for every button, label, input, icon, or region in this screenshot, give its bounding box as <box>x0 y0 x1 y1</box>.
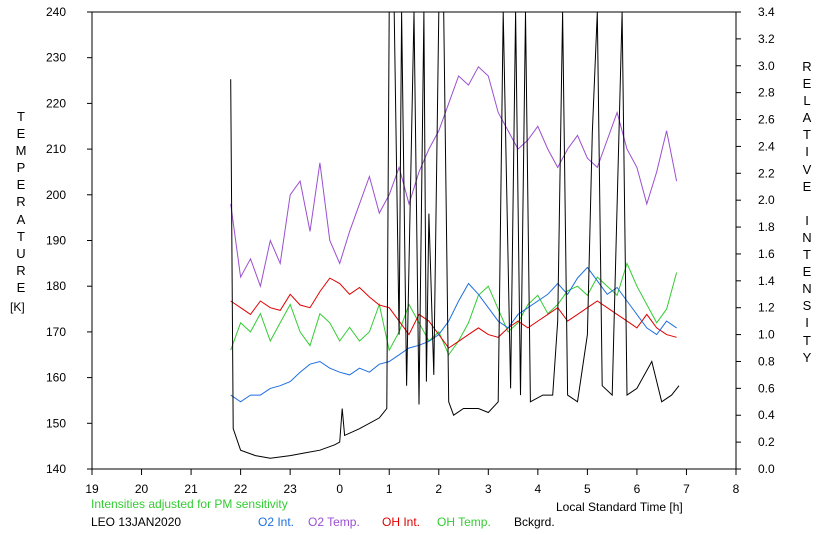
y-right-tick-label: 1.6 <box>758 247 775 261</box>
axis-label-letter: I <box>805 315 809 331</box>
axis-label-letter: E <box>16 177 26 193</box>
legend-oh-temp: OH Temp. <box>437 515 491 529</box>
x-tick-label: 2 <box>435 482 442 496</box>
axis-label-letter: R <box>16 194 26 210</box>
y-right-tick-label: 1.8 <box>758 220 775 234</box>
series-line-o2-temp- <box>230 65 678 289</box>
y-right-tick-label: 2.4 <box>758 139 775 153</box>
series-line-bckgrd- <box>230 11 680 459</box>
x-tick-label: 3 <box>485 482 492 496</box>
y-left-tick-label: 170 <box>46 325 66 339</box>
axis-label-letter: R <box>16 262 26 278</box>
x-tick-label: 0 <box>336 482 343 496</box>
axis-label-letter: A <box>16 211 26 227</box>
axis-label-letter: E <box>16 126 26 142</box>
axis-label-letter: U <box>16 245 26 261</box>
y-right-tick-label: 0.4 <box>758 408 775 422</box>
y-left-tick-label: 160 <box>46 371 66 385</box>
axis-label-letter: E <box>802 178 812 194</box>
y-right-tick-label: 0.8 <box>758 354 775 368</box>
y-right-tick-label: 0.6 <box>758 381 775 395</box>
axis-label-letter: P <box>16 160 26 176</box>
y-right-tick-label: 2.0 <box>758 193 775 207</box>
x-tick-label: 22 <box>234 482 248 496</box>
axis-label-letter: N <box>802 229 812 245</box>
legend-bckgrd: Bckgrd. <box>514 515 555 529</box>
x-tick-label: 6 <box>634 482 641 496</box>
axis-label-letter: S <box>802 298 812 314</box>
x-tick-label: 19 <box>85 482 99 496</box>
axis-label-letter: T <box>803 247 811 263</box>
axis-label-letter: Y <box>802 349 812 365</box>
y-right-tick-label: 2.6 <box>758 113 775 127</box>
x-tick-label: 21 <box>184 482 198 496</box>
x-axis-label: Local Standard Time [h] <box>556 500 683 514</box>
axis-label-letter: I <box>805 212 809 228</box>
y-left-tick-label: 200 <box>46 188 66 202</box>
axis-label-letter: E <box>802 76 812 92</box>
y-right-tick-label: 2.8 <box>758 86 775 100</box>
axis-label-letter: N <box>802 281 812 297</box>
y-right-tick-label: 3.4 <box>758 5 775 19</box>
y-right-tick-label: 1.4 <box>758 274 775 288</box>
axis-label-letter: V <box>802 161 812 177</box>
station-date: LEO 13JAN2020 <box>91 515 182 529</box>
y-left-tick-label: 180 <box>46 279 66 293</box>
axis-label-letter: T <box>803 332 811 348</box>
series-line-oh-temp- <box>230 261 678 356</box>
y-axis-left-unit: [K] <box>10 300 25 314</box>
y-right-tick-label: 1.0 <box>758 328 775 342</box>
y-right-tick-label: 1.2 <box>758 301 775 315</box>
y-left-tick-label: 150 <box>46 416 66 430</box>
x-tick-label: 7 <box>683 482 690 496</box>
legend-o2-temp: O2 Temp. <box>308 515 360 529</box>
axis-label-letter: T <box>17 109 25 124</box>
x-tick-label: 4 <box>535 482 542 496</box>
y-right-tick-label: 3.0 <box>758 59 775 73</box>
axis-label-letter: I <box>805 144 809 160</box>
y-right-tick-label: 0.2 <box>758 435 775 449</box>
legend-oh-int: OH Int. <box>382 515 421 529</box>
axis-label-letter: E <box>16 279 26 295</box>
y-left-tick-label: 190 <box>46 234 66 248</box>
y-left-tick-label: 220 <box>46 96 66 110</box>
x-tick-label: 5 <box>584 482 591 496</box>
y-left-tick-label: 230 <box>46 51 66 65</box>
y-right-tick-label: 2.2 <box>758 166 775 180</box>
axis-label-letter: A <box>802 110 812 126</box>
legend-o2-int: O2 Int. <box>258 515 295 529</box>
y-left-tick-label: 210 <box>46 142 66 156</box>
series-line-o2-int- <box>230 266 677 403</box>
y-left-tick-label: 140 <box>46 462 66 476</box>
chart-series <box>230 11 680 459</box>
axis-label-letter: R <box>802 59 812 74</box>
y-right-tick-label: 3.2 <box>758 32 775 46</box>
y-right-tick-label: 0.0 <box>758 462 775 476</box>
axis-label-letter: L <box>803 93 811 109</box>
axis-label-letter: E <box>802 264 812 280</box>
x-tick-label: 8 <box>733 482 740 496</box>
x-tick-label: 20 <box>135 482 149 496</box>
x-tick-label: 1 <box>386 482 393 496</box>
axis-label-letter: M <box>15 143 27 159</box>
chart-axes: 1401501601701801902002102202302400.00.20… <box>46 5 775 496</box>
y-left-tick-label: 240 <box>46 5 66 19</box>
sensitivity-note: Intensities adjusted for PM sensitivity <box>91 497 288 511</box>
x-tick-label: 23 <box>283 482 297 496</box>
series-line-oh-int- <box>230 277 677 349</box>
axis-label-letter <box>797 195 817 212</box>
axis-label-letter: T <box>803 127 811 143</box>
axis-label-letter: T <box>17 228 25 244</box>
